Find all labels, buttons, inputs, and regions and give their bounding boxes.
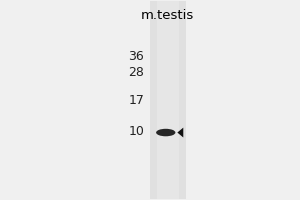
Bar (150, 1, 186, 199)
Ellipse shape (156, 129, 176, 136)
Text: 28: 28 (128, 66, 144, 79)
Bar (157, 1, 178, 199)
Text: m.testis: m.testis (141, 9, 194, 22)
Text: 36: 36 (128, 50, 144, 63)
Text: 17: 17 (128, 94, 144, 106)
Polygon shape (177, 128, 183, 137)
Text: 10: 10 (128, 125, 144, 138)
